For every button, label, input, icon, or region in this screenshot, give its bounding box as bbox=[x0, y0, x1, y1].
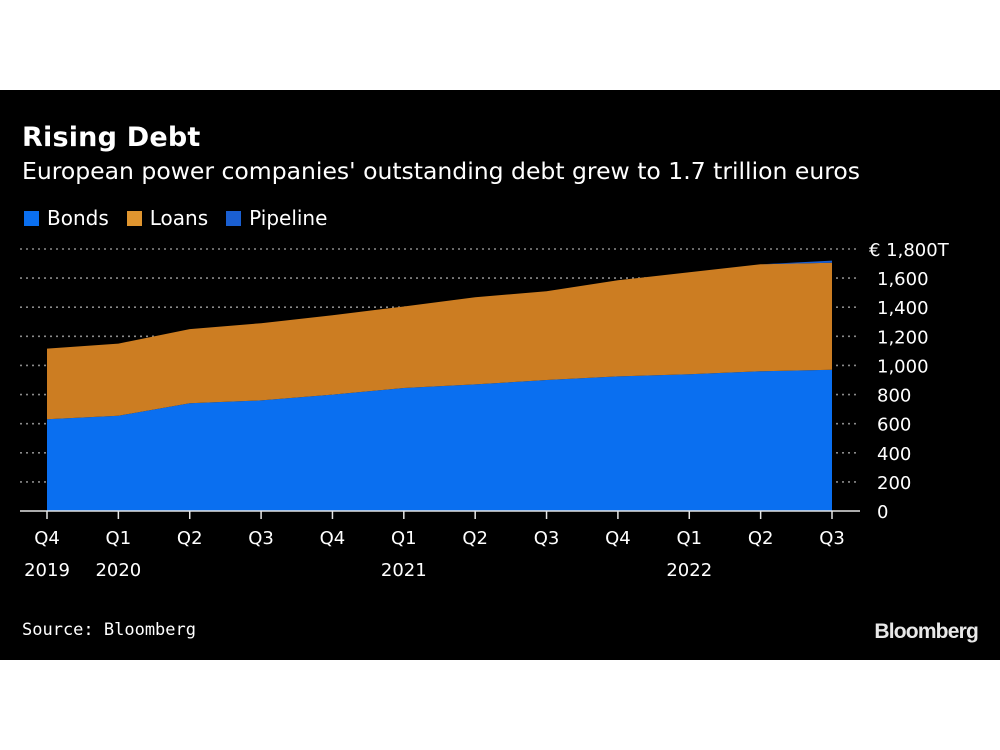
y-axis-labels: 0 200 400 600 800 1,000 1,200 1,400 1,600 € 1,800… bbox=[869, 240, 950, 523]
x-tick-label-quarter: Q1 bbox=[391, 528, 417, 549]
source-note: Source: Bloomberg bbox=[22, 620, 196, 640]
x-tick-label-year: 2019 bbox=[24, 560, 70, 581]
x-axis-labels: Q4 2019 Q1 2020 Q2 Q3 Q4 Q1 2021 Q2 Q3 Q4 Q1 2022 Q2 Q3 bbox=[24, 528, 845, 581]
legend-swatch-loans bbox=[126, 210, 142, 226]
legend-item-loans: Loans bbox=[126, 206, 209, 230]
legend-label-loans: Loans bbox=[149, 206, 209, 230]
chart-subtitle: European power companies' outstanding de… bbox=[22, 157, 860, 185]
x-tick-label-quarter: Q1 bbox=[106, 528, 132, 549]
y-tick-label: 1,200 bbox=[877, 327, 929, 348]
y-tick-label: 0 bbox=[877, 502, 888, 523]
legend-item-bonds: Bonds bbox=[24, 206, 109, 230]
bloomberg-logo: Bloomberg bbox=[874, 620, 978, 643]
y-tick-label: 1,600 bbox=[877, 269, 929, 290]
x-tick-label-quarter: Q3 bbox=[534, 528, 560, 549]
area-chart: 0 200 400 600 800 1,000 1,200 1,400 1,600 € 1,800… bbox=[20, 240, 950, 581]
x-tick-label-quarter: Q4 bbox=[605, 528, 631, 549]
x-tick-label-quarter: Q3 bbox=[819, 528, 845, 549]
x-tick-label-quarter: Q2 bbox=[462, 528, 488, 549]
legend-item-pipeline: Pipeline bbox=[226, 206, 327, 230]
y-tick-label: 200 bbox=[877, 473, 911, 494]
y-tick-label: 800 bbox=[877, 386, 911, 407]
x-tick-label-quarter: Q1 bbox=[676, 528, 702, 549]
legend-swatch-bonds bbox=[24, 210, 39, 226]
x-tick-label-quarter: Q2 bbox=[748, 528, 774, 549]
x-tick-label-quarter: Q4 bbox=[34, 528, 60, 549]
legend: Bonds Loans Pipeline bbox=[24, 206, 345, 230]
legend-label-pipeline: Pipeline bbox=[249, 206, 328, 230]
area-bonds bbox=[47, 369, 832, 511]
stacked-areas bbox=[47, 260, 832, 511]
x-tick-label-year: 2020 bbox=[95, 560, 141, 581]
legend-label-bonds: Bonds bbox=[47, 206, 109, 230]
y-tick-label: 600 bbox=[877, 415, 911, 436]
x-tick-label-quarter: Q2 bbox=[177, 528, 203, 549]
x-tick-label-year: 2021 bbox=[381, 560, 427, 581]
x-tick-label-quarter: Q3 bbox=[248, 528, 274, 549]
x-axis bbox=[20, 510, 860, 519]
y-tick-label: 1,400 bbox=[877, 298, 929, 319]
y-tick-label: 1,000 bbox=[877, 356, 929, 377]
y-tick-label: 400 bbox=[877, 444, 911, 465]
area-loans bbox=[47, 262, 832, 420]
chart-title: Rising Debt bbox=[22, 122, 201, 153]
legend-swatch-pipeline bbox=[226, 210, 242, 226]
chart-panel: Rising Debt European power companies' ou… bbox=[0, 90, 1000, 660]
x-tick-label-year: 2022 bbox=[666, 560, 712, 581]
y-tick-label: € 1,800T bbox=[869, 240, 950, 261]
x-tick-label-quarter: Q4 bbox=[320, 528, 346, 549]
